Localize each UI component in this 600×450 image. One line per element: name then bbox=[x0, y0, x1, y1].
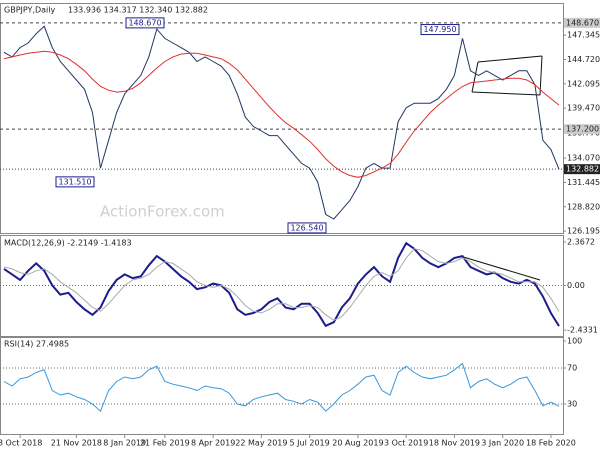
x-tick-label: 8 Jan 2019 bbox=[103, 439, 146, 448]
x-tick-label: 8 Oct 2018 bbox=[0, 439, 42, 448]
x-tick-label: 21 Nov 2018 bbox=[51, 439, 102, 448]
x-tick-label: 18 Nov 2019 bbox=[429, 439, 480, 448]
level-label: 148.670 bbox=[566, 18, 599, 27]
channel-top bbox=[477, 55, 543, 63]
annotation-box bbox=[287, 222, 327, 234]
y-tick-label: 147.345 bbox=[567, 31, 600, 40]
y-tick-label: 0.00 bbox=[567, 281, 585, 290]
y-tick-label: 2.3672 bbox=[567, 238, 595, 247]
level-label-bg bbox=[564, 124, 600, 135]
macd-trendline bbox=[459, 255, 541, 281]
y-tick-label: 128.820 bbox=[567, 202, 600, 211]
y-tick-label: 126.195 bbox=[567, 227, 600, 236]
channel-right bbox=[539, 55, 543, 96]
watermark: ActionForex.com bbox=[100, 203, 225, 221]
y-tick-label: -2.4331 bbox=[567, 326, 598, 335]
annotation-label: 148.670 bbox=[128, 18, 161, 27]
series-line bbox=[3, 241, 560, 328]
x-tick-label: 22 May 2019 bbox=[235, 439, 287, 448]
y-tick-label: 70 bbox=[567, 364, 577, 373]
chart-title: GBPJPY,Daily bbox=[4, 6, 55, 15]
x-tick-label: 3 Jan 2020 bbox=[481, 439, 524, 448]
level-label-bg bbox=[564, 17, 600, 28]
chart-subtitle: 133.936 134.317 132.340 132.882 bbox=[68, 6, 208, 15]
channel-bottom bbox=[471, 91, 541, 96]
annotation-label: 147.950 bbox=[423, 25, 456, 34]
y-tick-label: 144.720 bbox=[567, 55, 600, 64]
y-tick-label: 131.445 bbox=[567, 178, 600, 187]
channel-left bbox=[471, 61, 479, 93]
rsi-title: RSI(14) 27.4985 bbox=[4, 340, 69, 349]
x-tick-label: 3 Oct 2019 bbox=[384, 439, 428, 448]
x-tick-label: 18 Feb 2020 bbox=[526, 439, 576, 448]
y-tick-label: 30 bbox=[567, 400, 577, 409]
series-line bbox=[3, 248, 560, 321]
price-panel bbox=[0, 3, 564, 234]
macd-panel bbox=[0, 235, 564, 337]
x-tick-label: 8 Apr 2019 bbox=[191, 439, 235, 448]
level-label: 132.882 bbox=[566, 165, 599, 174]
y-tick-label: 134.070 bbox=[567, 154, 600, 163]
x-tick-label: 5 Jul 2019 bbox=[290, 439, 330, 448]
x-tick-label: 21 Feb 2019 bbox=[140, 439, 190, 448]
y-tick-label: 100 bbox=[567, 337, 582, 346]
annotation-box bbox=[55, 176, 95, 188]
annotation-box bbox=[125, 17, 165, 29]
macd-title: MACD(12,26,9) -2.2149 -1.4183 bbox=[4, 239, 132, 248]
y-tick-label: 142.095 bbox=[567, 79, 600, 88]
y-tick-label: 139.470 bbox=[567, 104, 600, 113]
x-tick-label: 20 Aug 2019 bbox=[332, 439, 383, 448]
annotation-label: 131.510 bbox=[58, 177, 91, 186]
annotation-box bbox=[420, 24, 460, 36]
level-label: 137.200 bbox=[566, 125, 599, 134]
level-label-bg bbox=[564, 164, 600, 175]
series-line bbox=[3, 50, 560, 178]
series-line bbox=[3, 25, 560, 220]
series-line bbox=[3, 362, 560, 413]
rsi-panel bbox=[0, 337, 564, 435]
annotation-label: 126.540 bbox=[290, 223, 323, 232]
